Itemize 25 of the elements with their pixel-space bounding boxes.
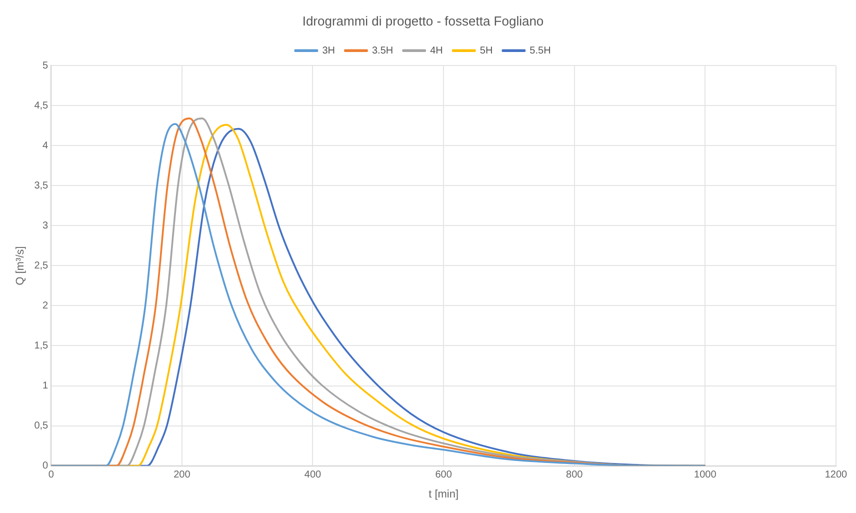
y-tick-label: 2,5 bbox=[34, 260, 49, 272]
y-tick-label: 0 bbox=[42, 460, 49, 472]
legend-label: 4H bbox=[430, 45, 443, 56]
x-tick-label: 400 bbox=[304, 470, 322, 481]
y-tick-label: 4,5 bbox=[34, 100, 49, 112]
y-tick-label: 0,5 bbox=[34, 420, 49, 432]
legend-label: 5.5H bbox=[530, 45, 551, 56]
y-tick-label: 1,5 bbox=[34, 340, 49, 352]
x-axis-title: t [min] bbox=[428, 488, 459, 500]
chart-title: Idrogrammi di progetto - fossetta Fogliano bbox=[302, 13, 544, 28]
x-tick-label: 600 bbox=[435, 470, 452, 481]
legend-label: 5H bbox=[480, 45, 493, 56]
x-tick-label: 800 bbox=[566, 470, 584, 481]
y-tick-label: 3 bbox=[42, 220, 49, 232]
y-axis-title: Q [m³/s] bbox=[14, 246, 27, 286]
y-tick-label: 2 bbox=[42, 300, 49, 312]
x-tick-label: 200 bbox=[174, 470, 191, 481]
y-tick-label: 1 bbox=[42, 380, 49, 392]
x-tick-label: 1200 bbox=[824, 470, 848, 481]
y-tick-label: 4 bbox=[42, 140, 49, 152]
y-tick-label: 3,5 bbox=[34, 180, 49, 192]
legend-label: 3.5H bbox=[372, 45, 394, 56]
x-tick-label: 1000 bbox=[694, 470, 717, 481]
y-tick-label: 5 bbox=[42, 60, 49, 72]
legend-label: 3H bbox=[322, 45, 335, 56]
